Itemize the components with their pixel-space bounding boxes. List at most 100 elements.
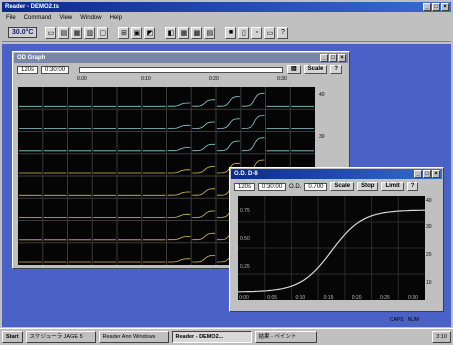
- well-trace: [217, 162, 240, 174]
- y-tick: 40: [319, 92, 325, 98]
- well-trace: [192, 99, 215, 107]
- kinetic-icon[interactable]: ◧: [165, 26, 177, 39]
- od-curve-svg: 0:00 0:05 0:10 0:15 0:20 0:25 0:30 0.75 0.50 0.25: [238, 196, 425, 301]
- note-icon[interactable]: ▫: [251, 26, 263, 39]
- scale-tick: 0:10: [141, 76, 151, 82]
- stop-icon[interactable]: ■: [225, 26, 237, 39]
- main-window-buttons: _ □ ×: [423, 3, 449, 11]
- od-close-button[interactable]: ×: [338, 54, 346, 62]
- detail-titlebar: O.D. D-8 _ □ ×: [231, 169, 442, 179]
- menu-help[interactable]: Help: [109, 14, 122, 21]
- menu-command[interactable]: Command: [23, 14, 52, 21]
- taskbar-item[interactable]: 結果 - ペイント: [254, 331, 317, 343]
- y-tick-label: 0.25: [240, 264, 250, 270]
- clock: 3:10: [432, 331, 451, 343]
- od-scale-button[interactable]: Scale: [303, 65, 328, 74]
- od-label: O.D.: [289, 183, 302, 190]
- table-icon[interactable]: ▤: [204, 26, 216, 39]
- od-help-button[interactable]: ?: [330, 65, 343, 74]
- menu-bar: File Command View Window Help: [2, 13, 451, 22]
- menu-window[interactable]: Window: [80, 14, 102, 21]
- start-button[interactable]: Start: [2, 331, 23, 343]
- right-tick: 20: [426, 252, 432, 258]
- menu-file[interactable]: File: [6, 14, 16, 21]
- menu-view[interactable]: View: [59, 14, 73, 21]
- taskbar-item-active[interactable]: Reader - DEMO2...: [171, 331, 252, 343]
- od-controls: 120s 0:30:00: [17, 66, 70, 74]
- export-icon[interactable]: ▭: [264, 26, 276, 39]
- open-icon[interactable]: ▤: [58, 26, 70, 39]
- toolbar: 30.0°C ▭ ▤ ▦ ▥ ▢ ⊞ ▣ ◩ ◧ ▦ ▩ ▤ ■ ▯ ▫ ▭ ?: [2, 24, 451, 42]
- graph-icon[interactable]: ◩: [144, 26, 156, 39]
- od-curve-line: [238, 209, 425, 293]
- print-icon[interactable]: ▥: [84, 26, 96, 39]
- main-titlebar: Reader - DEMO2.ts _ □ ×: [2, 2, 451, 12]
- well-trace: [167, 147, 191, 152]
- read-icon[interactable]: ⊞: [118, 26, 130, 39]
- status-bar: CAPS NUM: [390, 317, 419, 323]
- maximize-button[interactable]: □: [432, 3, 440, 11]
- well-trace: [217, 140, 240, 152]
- x-tick-label: 0:00: [239, 295, 249, 300]
- plate-icon[interactable]: ▣: [131, 26, 143, 39]
- caps-indicator: CAPS: [390, 317, 404, 323]
- taskbar-item[interactable]: Reader Ann Windows: [98, 331, 169, 343]
- save-icon[interactable]: ▦: [71, 26, 83, 39]
- od-duration-field[interactable]: 0:30:00: [41, 66, 70, 74]
- well-trace: [167, 191, 191, 196]
- well-trace: [241, 115, 265, 129]
- well-trace: [192, 121, 215, 129]
- copy-icon[interactable]: ▢: [97, 26, 109, 39]
- detail-duration-field[interactable]: 0:30:00: [258, 182, 287, 191]
- detail-minimize-button[interactable]: _: [414, 170, 422, 178]
- od-graph-title: OD Graph: [17, 55, 46, 61]
- close-button[interactable]: ×: [441, 3, 449, 11]
- well-trace: [192, 143, 215, 152]
- help-icon[interactable]: ?: [277, 26, 289, 39]
- right-tick: 10: [426, 280, 432, 286]
- well-trace: [167, 169, 191, 174]
- detail-scale-button[interactable]: Scale: [330, 182, 355, 191]
- detail-stop-button[interactable]: Stop: [357, 182, 379, 191]
- od-maximize-button[interactable]: □: [329, 54, 337, 62]
- time-slider[interactable]: [79, 67, 283, 73]
- right-tick: 40: [426, 198, 432, 204]
- y-tick-label: 0.75: [240, 208, 250, 214]
- x-tick-label: 0:15: [324, 295, 334, 300]
- grid-icon[interactable]: ▦: [178, 26, 190, 39]
- od-graph-titlebar: OD Graph _ □ ×: [14, 53, 348, 63]
- x-tick-label: 0:20: [352, 295, 362, 300]
- detail-interval-field[interactable]: 120s: [234, 182, 256, 191]
- taskbar-item[interactable]: スケジューラ JAGE 5: [25, 331, 96, 343]
- od-minimize-button[interactable]: _: [320, 54, 328, 62]
- detail-limit-button[interactable]: Limit: [381, 182, 404, 191]
- scale-tick: 0.00: [77, 76, 87, 82]
- well-trace: [167, 102, 191, 107]
- detail-title: O.D. D-8: [234, 171, 258, 177]
- well-trace: [192, 255, 215, 263]
- right-tick: 30: [426, 224, 432, 230]
- well-trace: [192, 232, 215, 241]
- od-print-button[interactable]: ▤: [287, 65, 301, 74]
- well-trace: [167, 213, 191, 218]
- well-trace: [241, 92, 265, 107]
- app-title: Reader - DEMO2.ts: [5, 4, 60, 10]
- taskbar: Start スケジューラ JAGE 5 Reader Ann Windows R…: [0, 328, 453, 345]
- well-trace: [217, 118, 240, 129]
- od-curve-plot[interactable]: 0:00 0:05 0:10 0:15 0:20 0:25 0:30 0.75 0.50 0.25: [238, 196, 425, 301]
- pause-icon[interactable]: ▯: [238, 26, 250, 39]
- well-icon[interactable]: ▩: [191, 26, 203, 39]
- minimize-button[interactable]: _: [423, 3, 431, 11]
- od-value-field[interactable]: 0.700: [304, 182, 328, 191]
- well-trace: [167, 258, 191, 263]
- x-tick-label: 0:30: [408, 295, 418, 300]
- y-tick-label: 0.50: [240, 236, 250, 242]
- new-icon[interactable]: ▭: [45, 26, 57, 39]
- detail-close-button[interactable]: ×: [432, 170, 440, 178]
- od-interval-field[interactable]: 120s: [17, 66, 39, 74]
- x-tick-label: 0:10: [295, 295, 305, 300]
- num-indicator: NUM: [407, 317, 420, 323]
- detail-help-button[interactable]: ?: [406, 182, 419, 191]
- detail-maximize-button[interactable]: □: [423, 170, 431, 178]
